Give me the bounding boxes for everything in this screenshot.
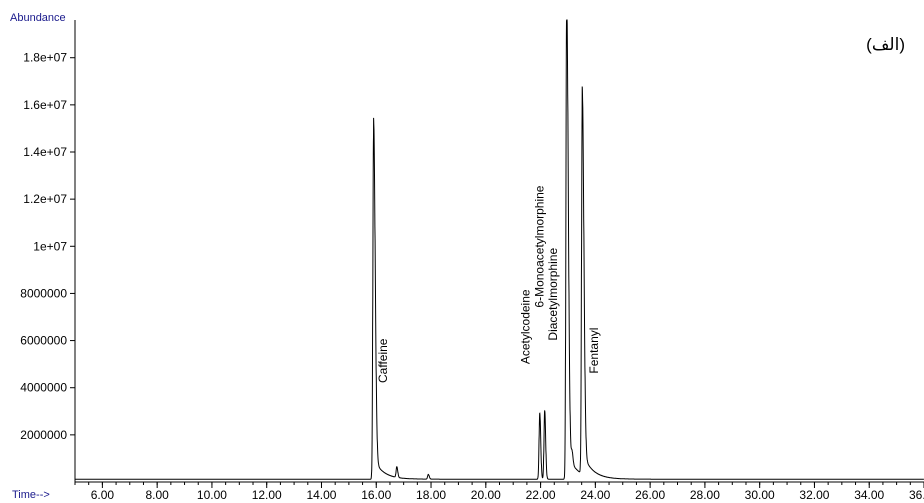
x-tick-label: 24.00 — [580, 488, 610, 502]
y-tick-label: 1e+07 — [33, 239, 67, 253]
x-tick-label: 34.00 — [854, 488, 884, 502]
y-tick-label: 1.6e+07 — [23, 98, 67, 112]
peak-annotations: Caffeine Acetylcodeine6-Monoacetylmorphin… — [376, 185, 601, 383]
x-tick-label: 12.00 — [252, 488, 282, 502]
y-tick-label: 1.4e+07 — [23, 145, 67, 159]
x-tick-label: 26.00 — [635, 488, 665, 502]
x-tick-label: 36.00 — [909, 488, 924, 502]
y-tick-label: 6000000 — [20, 334, 67, 348]
y-tick-label: 4000000 — [20, 381, 67, 395]
x-tick-label: 32.00 — [799, 488, 829, 502]
y-tick-label: 8000000 — [20, 286, 67, 300]
axes — [74, 20, 924, 483]
x-tick-label: 8.00 — [145, 488, 169, 502]
x-tick-label: 28.00 — [690, 488, 720, 502]
x-tick-label: 22.00 — [526, 488, 556, 502]
y-axis-title: Abundance — [10, 12, 66, 24]
y-ticks: 2000000 4000000 6000000 8000000 1e+07 1.2e+07… — [20, 51, 75, 442]
x-tick-label: 14.00 — [306, 488, 336, 502]
x-tick-label: 18.00 — [416, 488, 446, 502]
peak-annotation: Diacetylmorphine — [546, 248, 560, 341]
x-tick-label: 6.00 — [91, 488, 115, 502]
chromatogram-trace — [75, 19, 924, 480]
panel-label: (الف) — [866, 35, 905, 54]
x-tick-label: 16.00 — [361, 488, 391, 502]
y-tick-label: 2000000 — [20, 428, 67, 442]
peak-annotation: 6-Monoacetylmorphine — [532, 185, 546, 307]
y-tick-label: 1.8e+07 — [23, 51, 67, 65]
peak-annotation: Caffeine — [376, 338, 390, 383]
x-tick-label: 20.00 — [471, 488, 501, 502]
x-tick-label: 30.00 — [745, 488, 775, 502]
x-axis-title: Time--> — [12, 489, 50, 501]
y-tick-label: 1.2e+07 — [23, 192, 67, 206]
peak-annotation: Fentanyl — [587, 328, 601, 374]
x-tick-label: 10.00 — [197, 488, 227, 502]
x-ticks: 6.00 8.00 10.00 12.00 14.00 16.00 18.00 20.00 22… — [91, 482, 924, 502]
peak-annotation: Acetylcodeine — [519, 289, 533, 364]
